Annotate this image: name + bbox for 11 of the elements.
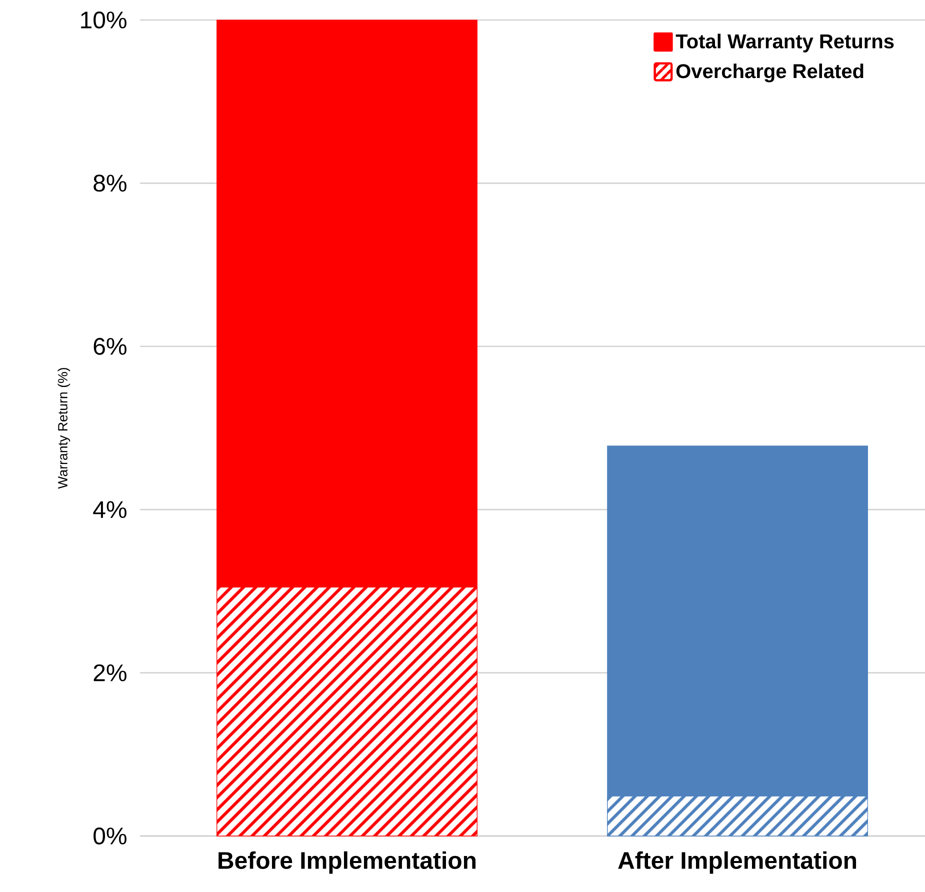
y-tick-label: 4% (93, 501, 126, 518)
x-tick-label: After Implementation (618, 851, 856, 874)
y-tick-label: 10% (81, 11, 126, 28)
x-tick-label: Before Implementation (218, 851, 476, 874)
y-tick-label: 6% (94, 338, 126, 355)
y-tick-label: 8% (94, 174, 126, 192)
legend-label: Total Warranty Returns (676, 34, 894, 52)
y-axis-title: Warranty Return (%) (58, 368, 70, 489)
y-tick-label: 2% (94, 664, 126, 682)
y-tick-label: 0% (94, 827, 126, 844)
legend-label: Overcharge Related (676, 64, 864, 82)
